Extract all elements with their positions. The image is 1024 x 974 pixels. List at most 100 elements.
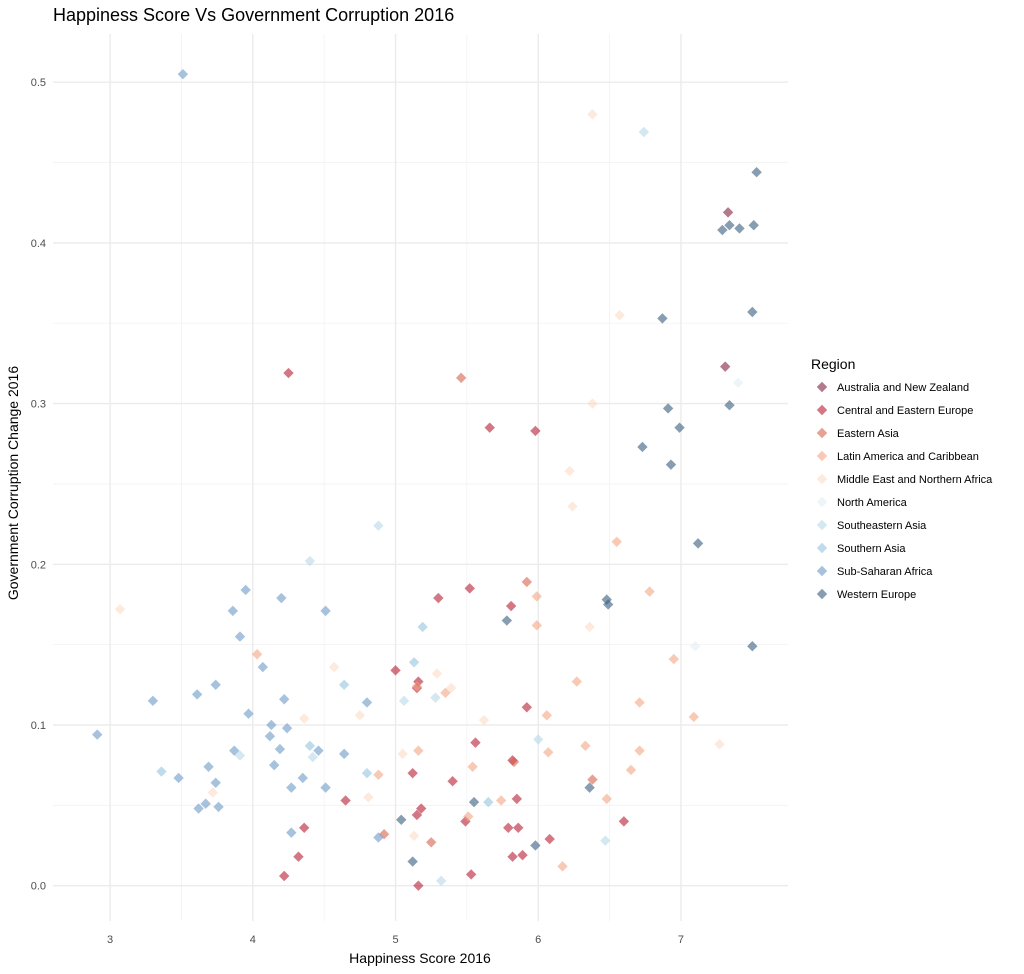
legend-key bbox=[816, 450, 828, 462]
data-point bbox=[503, 822, 514, 834]
legend-item: North America bbox=[816, 496, 908, 509]
data-point bbox=[495, 795, 507, 806]
series-4 bbox=[114, 109, 725, 842]
data-point bbox=[521, 702, 533, 713]
data-point bbox=[508, 756, 520, 768]
data-point bbox=[601, 793, 612, 805]
data-point bbox=[274, 743, 286, 755]
data-point bbox=[397, 748, 408, 760]
data-point bbox=[430, 692, 441, 703]
series-1 bbox=[279, 367, 630, 891]
legend-item: Central and Eastern Europe bbox=[816, 404, 973, 417]
legend-key bbox=[816, 542, 828, 554]
data-point bbox=[200, 798, 211, 809]
data-point bbox=[417, 621, 428, 633]
y-tick-label: 0.4 bbox=[31, 238, 46, 250]
data-point bbox=[264, 731, 276, 742]
series-3 bbox=[251, 536, 700, 872]
y-tick-label: 0.3 bbox=[31, 399, 46, 411]
data-point bbox=[313, 745, 324, 756]
data-point bbox=[251, 649, 263, 660]
data-point bbox=[748, 220, 759, 231]
data-point bbox=[634, 697, 645, 708]
data-point bbox=[234, 631, 246, 642]
data-point bbox=[328, 661, 340, 673]
data-point bbox=[416, 803, 427, 814]
y-axis-ticks: 0.0 0.1 0.2 0.3 0.4 0.5 bbox=[31, 77, 46, 892]
data-point bbox=[530, 425, 541, 437]
data-point bbox=[298, 822, 310, 834]
data-point bbox=[413, 676, 424, 687]
x-axis-title: Happiness Score 2016 bbox=[349, 950, 491, 966]
y-tick-label: 0.2 bbox=[31, 559, 46, 571]
data-point bbox=[747, 306, 758, 318]
data-point bbox=[657, 313, 668, 324]
legend-key bbox=[816, 381, 828, 393]
legend-label: North America bbox=[837, 497, 908, 509]
data-point bbox=[611, 536, 622, 547]
data-point bbox=[644, 586, 655, 597]
legend-item: Australia and New Zealand bbox=[816, 381, 969, 394]
data-point bbox=[173, 772, 184, 784]
data-point bbox=[543, 747, 554, 758]
data-point bbox=[634, 745, 645, 756]
legend-label: Southern Asia bbox=[837, 543, 906, 555]
data-point bbox=[571, 676, 582, 687]
data-point bbox=[637, 441, 648, 453]
legend-label: Sub-Saharan Africa bbox=[837, 566, 933, 578]
data-point bbox=[390, 665, 401, 676]
data-point bbox=[229, 745, 240, 756]
legend-item: Latin America and Caribbean bbox=[816, 450, 979, 463]
data-point bbox=[373, 832, 384, 843]
data-point bbox=[674, 422, 685, 433]
data-point bbox=[177, 68, 189, 80]
data-point bbox=[521, 576, 533, 588]
data-point bbox=[340, 795, 351, 806]
data-point bbox=[147, 695, 159, 707]
data-point bbox=[544, 833, 555, 845]
data-point bbox=[279, 870, 290, 882]
x-tick-label: 5 bbox=[392, 934, 398, 946]
data-point bbox=[114, 604, 126, 615]
data-point bbox=[286, 827, 297, 838]
series-2 bbox=[378, 372, 598, 848]
data-point bbox=[279, 694, 290, 705]
legend-item: Western Europe bbox=[816, 588, 916, 601]
data-point bbox=[304, 740, 316, 752]
data-point bbox=[435, 875, 447, 887]
data-point bbox=[468, 796, 480, 808]
data-point bbox=[338, 748, 350, 760]
series-6 bbox=[234, 126, 650, 887]
data-point bbox=[227, 605, 239, 617]
data-point bbox=[483, 796, 494, 808]
data-point bbox=[638, 126, 650, 138]
data-point bbox=[625, 764, 637, 776]
legend-label: Eastern Asia bbox=[837, 428, 900, 440]
data-point bbox=[293, 851, 304, 862]
data-point bbox=[363, 792, 374, 803]
data-point bbox=[692, 538, 704, 549]
data-point bbox=[210, 679, 221, 690]
data-point bbox=[276, 592, 287, 604]
data-point bbox=[361, 767, 373, 779]
data-point bbox=[714, 739, 725, 750]
data-point bbox=[286, 782, 297, 793]
legend-key bbox=[816, 519, 828, 531]
series-0 bbox=[720, 207, 734, 372]
x-axis-ticks: 3 4 5 6 7 bbox=[107, 934, 684, 946]
data-point bbox=[407, 767, 418, 779]
data-point bbox=[445, 682, 457, 694]
data-point bbox=[307, 751, 318, 763]
data-point bbox=[411, 681, 423, 692]
series-5 bbox=[690, 377, 744, 652]
data-point bbox=[618, 816, 630, 827]
y-tick-label: 0.0 bbox=[31, 881, 46, 893]
data-point bbox=[193, 803, 204, 814]
data-point bbox=[720, 361, 731, 372]
data-point bbox=[587, 398, 598, 409]
data-point bbox=[320, 782, 331, 793]
series-8 bbox=[92, 68, 384, 843]
data-point bbox=[407, 856, 418, 867]
legend-key bbox=[816, 473, 828, 485]
data-point bbox=[243, 708, 254, 719]
